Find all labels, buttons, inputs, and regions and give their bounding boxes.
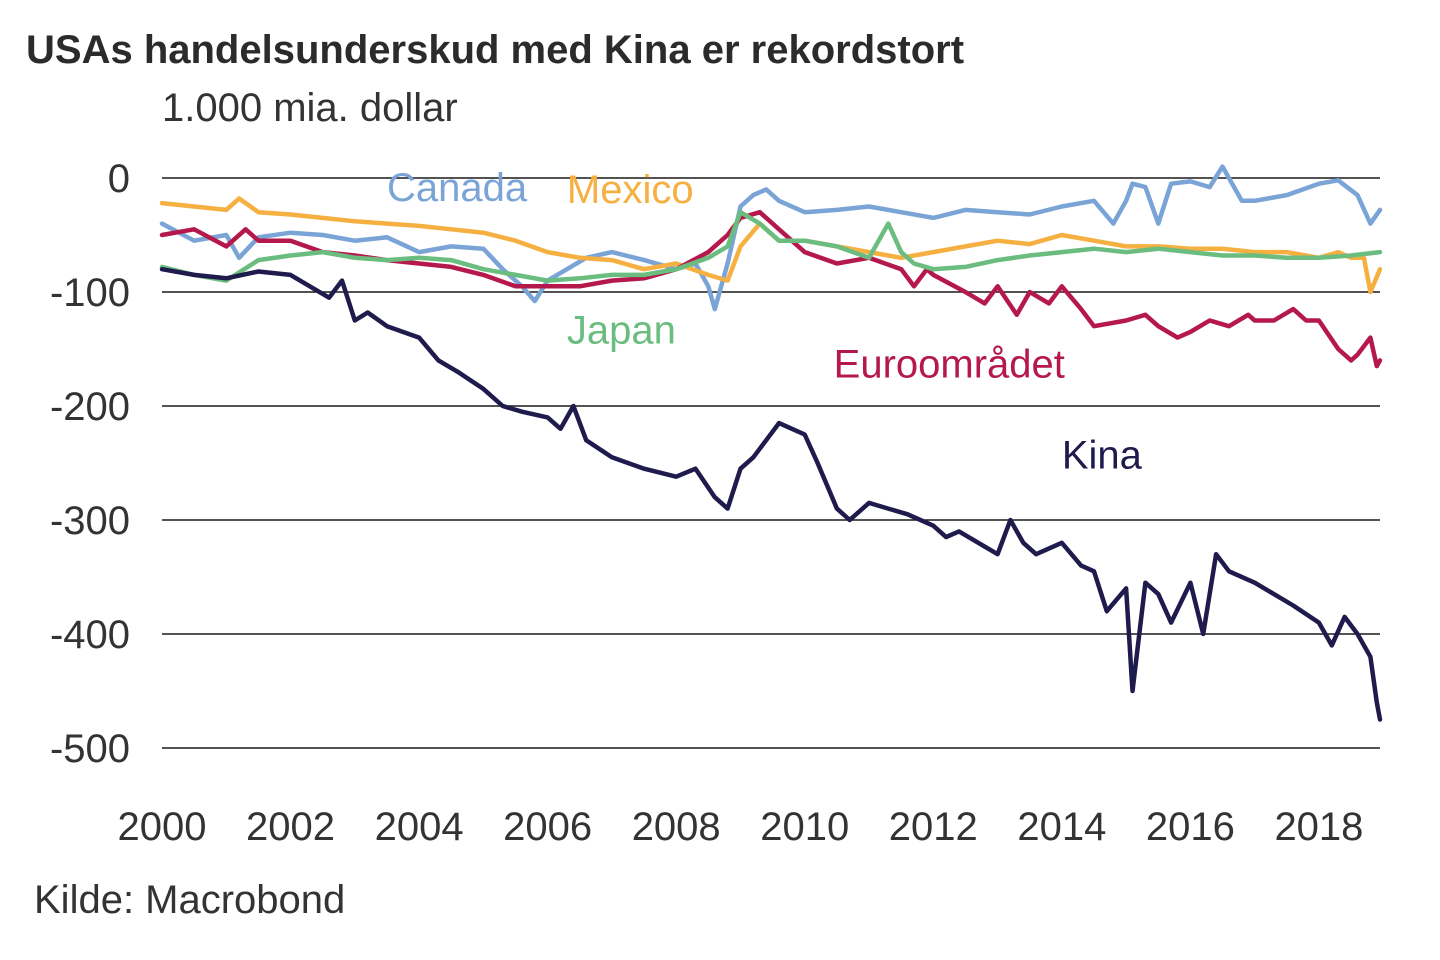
x-tick-label: 2000 <box>118 805 207 849</box>
x-tick-label: 2008 <box>632 805 721 849</box>
x-tick-label: 2016 <box>1146 805 1235 849</box>
gridlines <box>162 177 1380 749</box>
series-label-japan: Japan <box>567 308 676 352</box>
x-axis-ticks: 2000 2002 2004 2006 2008 2010 2012 2014 2016 2018 <box>118 805 1364 849</box>
y-tick-label: -200 <box>50 385 130 429</box>
y-tick-label: 0 <box>108 157 130 201</box>
y-tick-label: -100 <box>50 271 130 315</box>
x-tick-label: 2018 <box>1274 805 1363 849</box>
x-tick-label: 2014 <box>1017 805 1106 849</box>
x-tick-label: 2004 <box>375 805 464 849</box>
series-line-mexico <box>159 196 1383 295</box>
y-tick-label: -500 <box>50 727 130 771</box>
series-lines <box>159 164 1383 722</box>
x-tick-label: 2002 <box>246 805 335 849</box>
x-tick-label: 2012 <box>889 805 978 849</box>
series-line-kina <box>159 266 1383 722</box>
y-axis-ticks: 0 -100 -200 -300 -400 -500 <box>50 157 130 771</box>
series-label-mexico: Mexico <box>567 168 694 212</box>
series-label-euroomr-det: Euroområdet <box>834 343 1065 387</box>
series-label-kina: Kina <box>1062 434 1143 478</box>
series-line-japan <box>159 209 1383 283</box>
series-line-euroomr-det <box>159 209 1383 369</box>
series-labels: Canada Mexico Japan Euroområdet Kina <box>387 166 1143 478</box>
y-tick-label: -400 <box>50 613 130 657</box>
series-label-canada: Canada <box>387 166 528 210</box>
series-line-canada <box>159 164 1383 312</box>
x-tick-label: 2006 <box>503 805 592 849</box>
chart-title: USAs handelsunderskud med Kina er rekord… <box>26 28 965 72</box>
source-note: Kilde: Macrobond <box>34 878 346 922</box>
y-axis-unit-label: 1.000 mia. dollar <box>162 86 458 130</box>
y-tick-label: -300 <box>50 499 130 543</box>
x-tick-label: 2010 <box>760 805 849 849</box>
